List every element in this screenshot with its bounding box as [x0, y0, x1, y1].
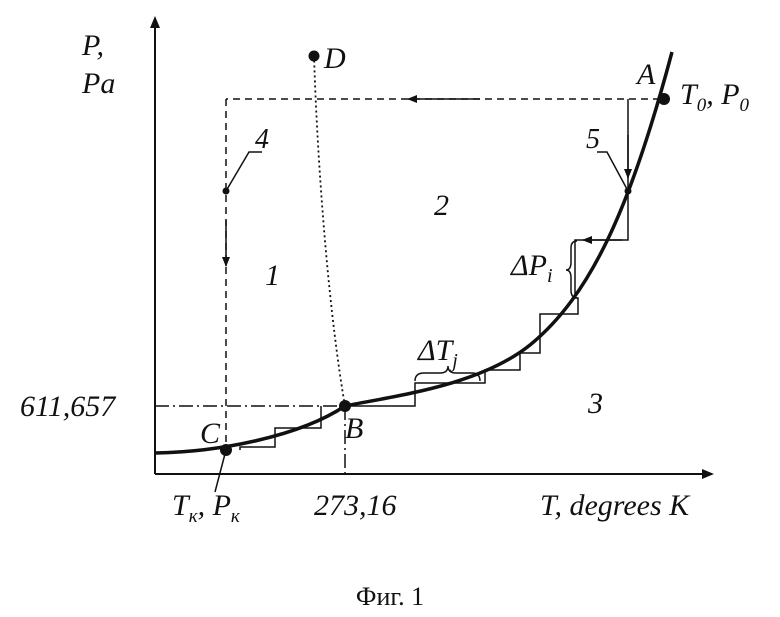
- y-tick-label: 611,657: [20, 390, 117, 423]
- delta-t-label: ΔTj: [417, 334, 458, 372]
- point-c-dot: [220, 444, 232, 456]
- marker-5-label: 5: [586, 124, 600, 155]
- point-d-dot: [309, 51, 320, 62]
- stepped-path: [240, 99, 628, 450]
- point-d-label: D: [323, 42, 346, 75]
- point-b-label: B: [345, 412, 363, 445]
- melting-curve: [314, 56, 345, 406]
- y-axis-label-line1: P,: [81, 29, 104, 62]
- point-a-dot: [658, 93, 670, 105]
- marker-4-dot: [223, 188, 230, 195]
- y-axis-label-line2: Pa: [81, 67, 115, 100]
- region-1-label: 1: [265, 259, 280, 292]
- marker-5-leader: [597, 152, 628, 191]
- tc-leader: [215, 450, 226, 492]
- delta-t-brace: [415, 366, 480, 381]
- region-3-label: 3: [587, 387, 603, 420]
- marker-5-dot: [625, 188, 632, 195]
- x-tick-label: 273,16: [314, 489, 397, 522]
- marker-4-leader: [226, 152, 262, 191]
- figure-caption: Фиг. 1: [356, 582, 424, 611]
- point-c-label: C: [200, 417, 221, 450]
- marker-4-label: 4: [255, 124, 269, 155]
- x-axis-label: T, degrees K: [540, 489, 691, 522]
- delta-p-label: ΔPi: [510, 249, 553, 287]
- point-a-label: A: [635, 58, 656, 91]
- region-2-label: 2: [434, 189, 449, 222]
- state-a-label: T0, P0: [680, 78, 750, 116]
- point-b-dot: [339, 400, 351, 412]
- state-c-label: Tк, Pк: [172, 489, 241, 527]
